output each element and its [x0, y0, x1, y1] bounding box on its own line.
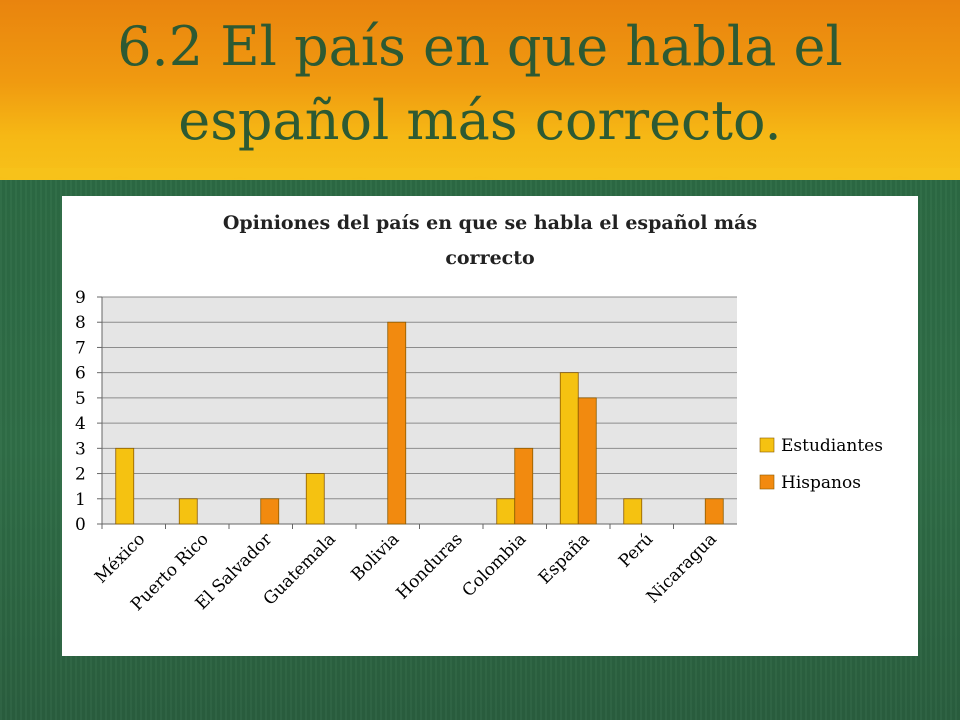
bar-estudiantes-3: [305, 473, 325, 525]
x-category-label: Bolivia: [348, 529, 404, 585]
x-category-label: México: [91, 529, 149, 587]
legend-swatch: [759, 474, 775, 490]
plot-background: [102, 297, 737, 524]
x-category-label: Perú: [615, 529, 657, 571]
bar-estudiantes-1: [178, 498, 198, 525]
y-tick-label: 6: [75, 364, 86, 384]
y-tick-label: 5: [75, 389, 86, 409]
chart-title-line1: Opiniones del país en que se habla el es…: [223, 212, 757, 234]
chart-panel: Opiniones del país en que se habla el es…: [62, 196, 918, 656]
legend-label: Estudiantes: [781, 436, 883, 456]
x-category-label: Colombia: [459, 529, 531, 601]
slide-title-line2: español más correcto.: [178, 89, 782, 152]
y-tick-label: 7: [75, 338, 86, 358]
bar-estudiantes-7: [559, 372, 579, 525]
bar-chart: Opiniones del país en que se habla el es…: [75, 212, 883, 615]
legend-swatch: [759, 437, 775, 453]
bar-hispanos-4: [387, 321, 407, 525]
bar-hispanos-9: [704, 498, 724, 525]
y-tick-label: 0: [75, 515, 86, 535]
y-tick-label: 4: [75, 414, 86, 434]
bar-hispanos-7: [577, 397, 597, 525]
x-category-label: España: [535, 529, 594, 588]
y-tick-label: 3: [75, 439, 86, 459]
legend-label: Hispanos: [781, 473, 861, 493]
chart-title-line2: correcto: [445, 247, 534, 269]
x-category-label: Honduras: [393, 529, 467, 603]
header-edge: [0, 168, 960, 184]
slide-title-line1: 6.2 El país en que habla el: [117, 15, 843, 78]
slide-title: 6.2 El país en que habla el español más …: [40, 10, 920, 158]
y-tick-label: 9: [75, 288, 86, 308]
y-tick-label: 2: [75, 465, 86, 485]
header-band: [0, 0, 960, 182]
y-tick-label: 8: [75, 313, 86, 333]
bar-estudiantes-0: [115, 447, 135, 525]
legend: Estudiantes Hispanos: [759, 436, 883, 493]
bar-estudiantes-6: [496, 498, 516, 525]
bar-estudiantes-8: [623, 498, 643, 525]
y-tick-label: 1: [75, 490, 86, 510]
bar-hispanos-2: [260, 498, 280, 525]
bar-hispanos-6: [514, 447, 534, 525]
